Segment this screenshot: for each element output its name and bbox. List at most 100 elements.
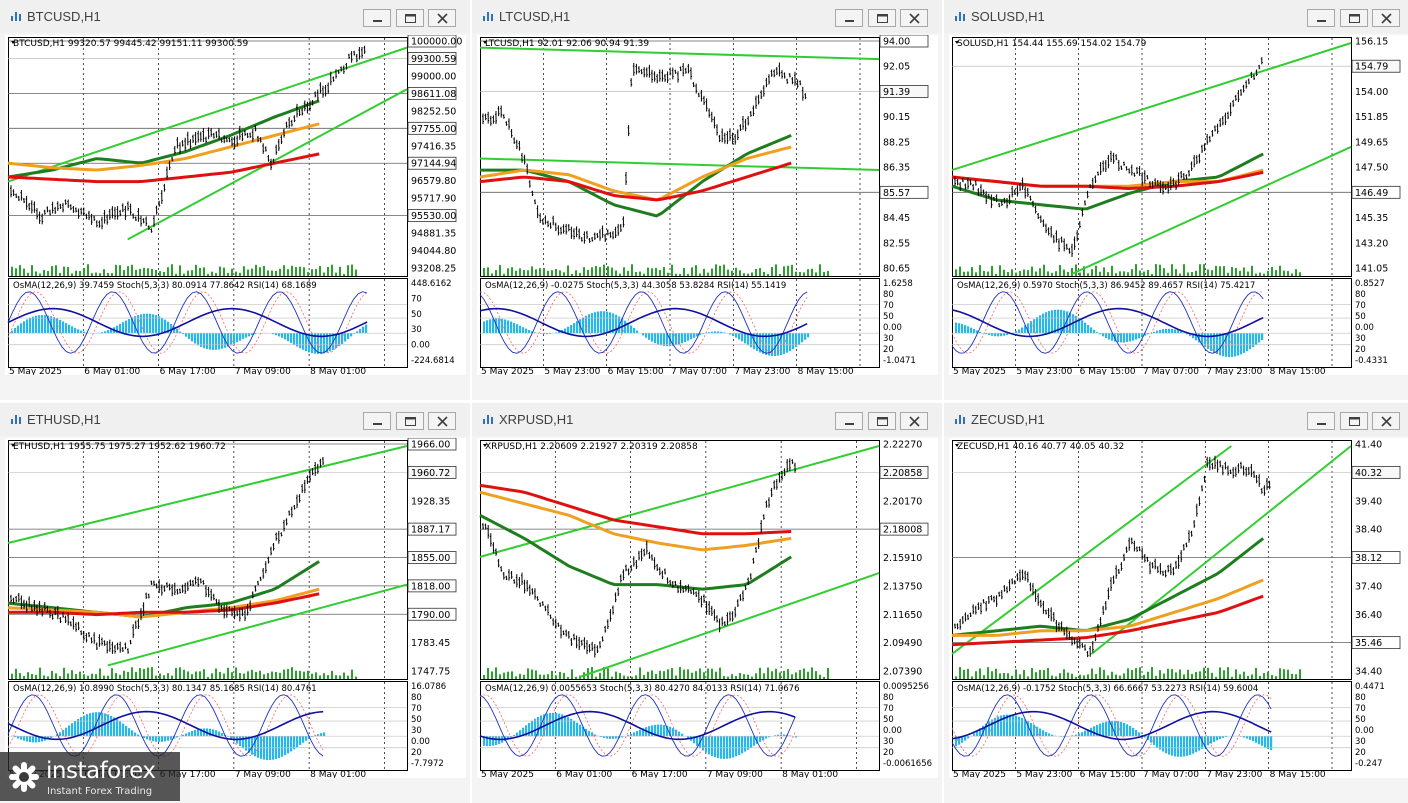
price-scale-label: 90.15	[883, 112, 910, 123]
price-scale-label: 100000.00	[411, 37, 462, 48]
price-scale-label: 96579.80	[411, 176, 456, 187]
price-scale-label: 154.00	[1355, 87, 1388, 98]
price-scale-label: 1818.00	[411, 581, 450, 592]
price-chart[interactable]: 94.0092.0591.3990.1588.2586.3585.5784.45…	[477, 35, 938, 375]
minimize-icon	[836, 10, 864, 28]
maximize-icon	[397, 10, 425, 28]
ltcusd-h1-maximize-button[interactable]	[868, 9, 896, 27]
time-axis-label: 6 May 15:00	[608, 367, 664, 375]
oscillator-scale-label: -0.0061656	[883, 759, 932, 769]
price-scale-label: 98611.08	[411, 89, 456, 100]
oscillator-scale-label: -0.247	[1355, 759, 1382, 769]
price-chart[interactable]: 100000.0099300.5999000.0098611.0898252.5…	[5, 35, 466, 375]
oscillator-scale-label: 0.8527	[1355, 279, 1385, 289]
price-scale-label: 1966.00	[411, 440, 450, 451]
oscillator-scale-label: 50	[1355, 312, 1366, 322]
price-chart[interactable]: 1966.001960.721928.351887.171855.001818.…	[5, 438, 466, 778]
window-title: SOLUSD,H1	[971, 9, 1045, 24]
time-axis-label: 8 May 01:00	[310, 367, 366, 375]
close-icon	[1373, 10, 1401, 28]
oscillator-scale-label: -0.4331	[1355, 356, 1388, 366]
time-axis-label: 7 May 09:00	[707, 770, 763, 778]
btcusd-h1-maximize-button[interactable]	[396, 9, 424, 27]
xrpusd-h1-close-button[interactable]	[900, 412, 928, 430]
btcusd-h1-close-button[interactable]	[428, 9, 456, 27]
brand-tagline: Instant Forex Trading	[47, 786, 152, 797]
price-scale-label: 38.40	[1355, 525, 1382, 536]
solusd-h1-minimize-button[interactable]	[1307, 9, 1335, 27]
oscillator-scale-label: 70	[883, 704, 894, 714]
time-axis-label: 7 May 07:00	[671, 367, 727, 375]
price-scale-label: 80.65	[883, 264, 910, 275]
price-scale-label: 145.35	[1355, 213, 1388, 224]
oscillator-scale-label: 0.00	[883, 726, 902, 736]
oscillator-header: OsMA(12,26,9) -0.1752 Stoch(5,3,3) 66.66…	[957, 684, 1258, 694]
time-axis-label: 7 May 23:00	[1206, 770, 1262, 778]
oscillator-scale-label: -7.7972	[411, 759, 444, 769]
time-axis-label: 7 May 09:00	[235, 770, 291, 778]
ethusd-h1-maximize-button[interactable]	[396, 412, 424, 430]
oscillator-scale-label: 0.00	[883, 323, 902, 333]
btcusd-h1-minimize-button[interactable]	[363, 9, 391, 27]
price-scale-label: 143.20	[1355, 238, 1388, 249]
oscillator-scale-label: 50	[411, 310, 422, 320]
window-title-bar[interactable]: ZECUSD,H1	[944, 403, 1408, 436]
zecusd-h1-maximize-button[interactable]	[1340, 412, 1368, 430]
price-scale-label: 41.40	[1355, 440, 1382, 451]
xrpusd-h1-minimize-button[interactable]	[835, 412, 863, 430]
close-icon	[429, 413, 457, 431]
price-chart[interactable]: 41.4040.3239.4038.4038.1237.4036.4035.46…	[949, 438, 1408, 778]
symbol-header: LTCUSD,H1 92.01 92.06 90.94 91.39	[485, 39, 649, 49]
oscillator-scale-label: 70	[1355, 301, 1366, 311]
solusd-h1-maximize-button[interactable]	[1340, 9, 1368, 27]
maximize-icon	[1341, 413, 1369, 431]
ethusd-h1-close-button[interactable]	[428, 412, 456, 430]
solusd-h1-close-button[interactable]	[1372, 9, 1400, 27]
time-axis-label: 6 May 17:00	[632, 770, 688, 778]
price-scale-label: 99000.00	[411, 71, 456, 82]
symbol-header: SOLUSD,H1 154.44 155.69 154.02 154.79	[957, 39, 1147, 49]
oscillator-scale-label: 50	[883, 715, 894, 725]
price-scale-label: 1928.35	[411, 496, 450, 507]
ltcusd-h1-close-button[interactable]	[900, 9, 928, 27]
ltcusd-h1-minimize-button[interactable]	[835, 9, 863, 27]
maximize-icon	[397, 413, 425, 431]
minimize-icon	[1308, 413, 1336, 431]
price-scale-label: 91.39	[883, 87, 910, 98]
price-scale-label: 39.40	[1355, 496, 1382, 507]
price-scale-label: 2.11650	[883, 610, 922, 621]
close-icon	[429, 10, 457, 28]
price-chart[interactable]: 156.15154.79154.00151.85149.65147.50146.…	[949, 35, 1408, 375]
price-scale-label: 38.12	[1355, 553, 1382, 564]
zecusd-h1-close-button[interactable]	[1372, 412, 1400, 430]
price-scale-label: 1855.00	[411, 553, 450, 564]
ethusd-h1-minimize-button[interactable]	[363, 412, 391, 430]
window-title: ETHUSD,H1	[27, 412, 101, 427]
price-scale-label: 95717.90	[411, 194, 456, 205]
price-scale-label: 34.40	[1355, 667, 1382, 678]
oscillator-header: OsMA(12,26,9) 0.0055653 Stoch(5,3,3) 80.…	[485, 684, 799, 694]
price-chart[interactable]: 2.222702.208582.201702.180082.159102.137…	[477, 438, 938, 778]
xrpusd-h1-maximize-button[interactable]	[868, 412, 896, 430]
window-title: ZECUSD,H1	[971, 412, 1045, 427]
price-scale-label: 2.15910	[883, 553, 922, 564]
price-scale-label: 98252.50	[411, 106, 456, 117]
zecusd-h1-minimize-button[interactable]	[1307, 412, 1335, 430]
price-scale-label: 84.45	[883, 213, 910, 224]
oscillator-scale-label: 70	[411, 294, 422, 304]
oscillator-scale-label: 70	[883, 301, 894, 311]
window-title-bar[interactable]: SOLUSD,H1	[944, 0, 1408, 33]
